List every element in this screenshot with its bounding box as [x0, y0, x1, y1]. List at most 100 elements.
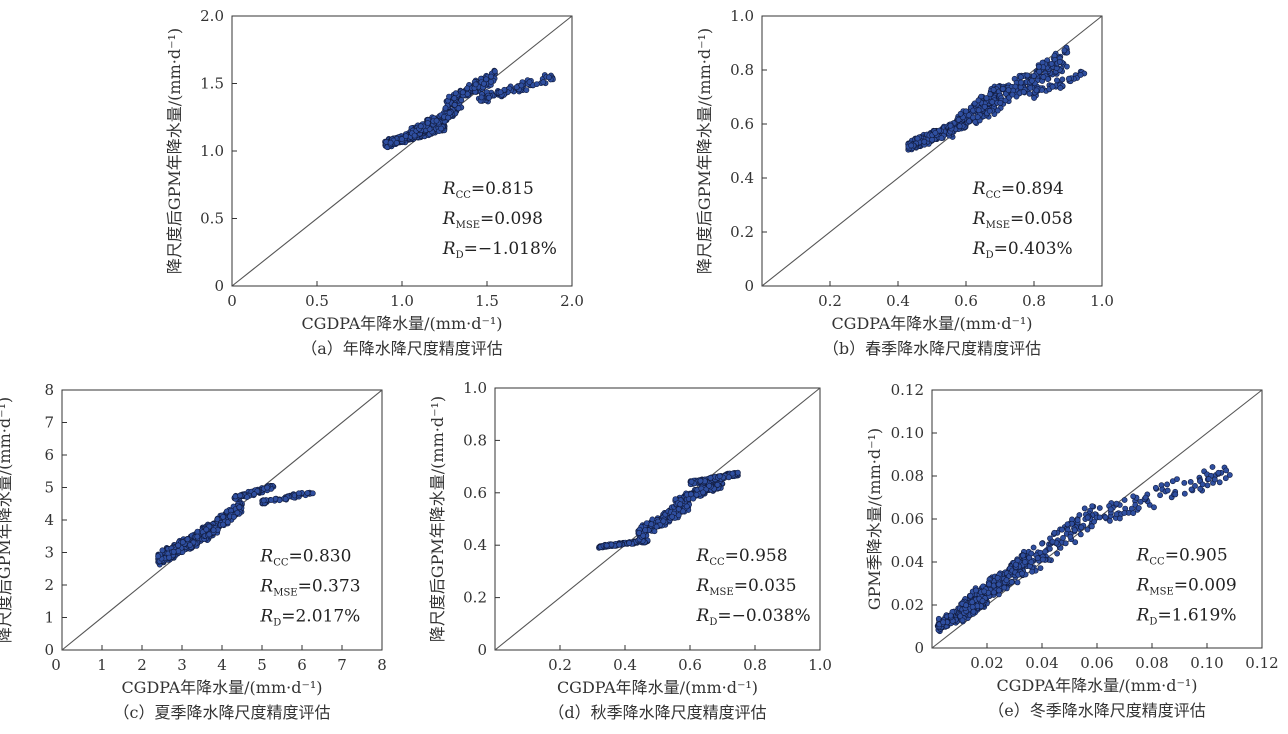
data-point: [1046, 545, 1053, 552]
data-point: [230, 513, 237, 520]
data-point: [1211, 476, 1218, 483]
data-point: [224, 519, 231, 526]
x-tick-label-zero: 0: [51, 656, 61, 674]
scatter-points: [155, 482, 316, 568]
data-point: [1024, 72, 1031, 79]
y-tick-label: 0.2: [730, 223, 754, 241]
x-tick-label: 7: [337, 656, 347, 674]
x-tick-label: 2.0: [560, 292, 584, 310]
stat-annotation: RMSE=0.373: [259, 577, 360, 599]
data-point: [491, 68, 498, 75]
data-point: [716, 473, 723, 480]
data-point: [995, 581, 1002, 588]
data-point: [975, 107, 982, 114]
x-axis-label: CGDPA年降水量/(mm·d⁻¹): [831, 314, 1032, 333]
y-axis-label: 降尺度后GPM年降水量/(mm·d⁻¹): [695, 28, 714, 274]
data-point: [452, 90, 459, 97]
x-tick-label: 0.04: [1025, 654, 1058, 672]
data-point: [159, 547, 166, 554]
x-tick-label: 0: [227, 292, 237, 310]
data-point: [1077, 531, 1084, 538]
data-point: [1009, 91, 1016, 98]
data-point: [966, 118, 972, 125]
y-tick-label: 0.8: [730, 61, 754, 79]
data-point: [1137, 498, 1144, 505]
x-tick-label: 0.06: [1080, 654, 1113, 672]
data-point: [973, 587, 979, 594]
y-tick-label: 0.12: [891, 381, 924, 399]
data-point: [1035, 63, 1042, 70]
data-point: [1215, 469, 1222, 476]
data-point: [1172, 491, 1179, 498]
data-point: [1121, 510, 1128, 516]
data-point: [455, 105, 462, 112]
data-point: [1053, 77, 1060, 84]
data-point: [236, 504, 243, 511]
stat-annotation: RD=−1.018%: [442, 239, 557, 261]
x-tick-label: 0.10: [1190, 654, 1223, 672]
y-tick-label: 2.0: [200, 7, 224, 25]
x-tick-label: 0.8: [743, 656, 767, 674]
data-point: [1209, 464, 1216, 470]
data-point: [464, 85, 471, 92]
data-point: [1226, 472, 1233, 478]
data-point: [533, 81, 540, 87]
data-point: [947, 612, 954, 619]
data-point: [981, 103, 988, 110]
data-point: [1072, 539, 1079, 546]
y-tick-label: 0.4: [730, 169, 754, 187]
data-point: [677, 501, 684, 508]
plot-frame: [494, 387, 821, 651]
data-point: [994, 107, 1001, 114]
data-point: [959, 617, 966, 624]
data-point: [1091, 518, 1097, 525]
data-point: [616, 541, 623, 548]
x-tick-label: 0.4: [613, 656, 637, 674]
panel-caption: （a）年降水降尺度精度评估: [301, 339, 503, 358]
data-point: [1164, 481, 1170, 488]
data-point: [921, 138, 928, 145]
data-point: [1096, 505, 1103, 511]
x-tick-label: 4: [217, 656, 227, 674]
data-point: [1063, 63, 1070, 70]
data-point: [1157, 492, 1163, 499]
data-point: [309, 490, 316, 497]
data-point: [480, 80, 487, 87]
data-point: [1056, 59, 1063, 65]
x-tick-label: 0.2: [548, 656, 572, 674]
x-axis-label: CGDPA年降水量/(mm·d⁻¹): [557, 678, 758, 697]
data-point: [1020, 552, 1026, 559]
chart-panel-b: 0 0.2 0.4 0.6 0.8 1.0 0.2 0.4 0.6 0.8 1.0 RCC=0.894…: [690, 0, 1120, 365]
data-point: [1039, 540, 1045, 547]
data-point: [1057, 85, 1064, 91]
data-point: [969, 599, 976, 605]
y-axis-label: 降尺度后GPM年降水量/(mm·d⁻¹): [428, 396, 447, 642]
x-tick-label: 0.6: [678, 656, 702, 674]
x-tick-label: 0.12: [1245, 654, 1278, 672]
scatter-points: [382, 67, 556, 151]
stat-annotation: RCC=0.905: [1136, 545, 1228, 567]
y-tick-label: 0.4: [463, 536, 487, 554]
y-tick-label: 0.5: [200, 210, 224, 228]
data-point: [1021, 559, 1028, 565]
data-point: [1151, 504, 1157, 511]
data-point: [1174, 476, 1180, 482]
data-point: [1017, 74, 1024, 80]
data-point: [1106, 517, 1113, 524]
data-point: [1036, 68, 1043, 75]
data-point: [1096, 514, 1103, 521]
x-tick-label: 0.08: [1135, 654, 1168, 672]
data-point: [1028, 550, 1035, 557]
data-point: [175, 542, 182, 549]
panel-caption: （b）春季降水降尺度精度评估: [823, 339, 1041, 358]
panel-caption: （d）秋季降水降尺度精度评估: [548, 703, 766, 722]
data-point: [304, 490, 311, 496]
stat-annotation: RCC=0.894: [972, 179, 1064, 201]
x-tick-label: 3: [177, 656, 187, 674]
scatter-points: [934, 464, 1233, 635]
data-point: [1205, 476, 1212, 482]
data-point: [683, 503, 690, 510]
data-point: [282, 496, 289, 502]
data-point: [1031, 95, 1037, 101]
data-point: [1088, 523, 1095, 530]
